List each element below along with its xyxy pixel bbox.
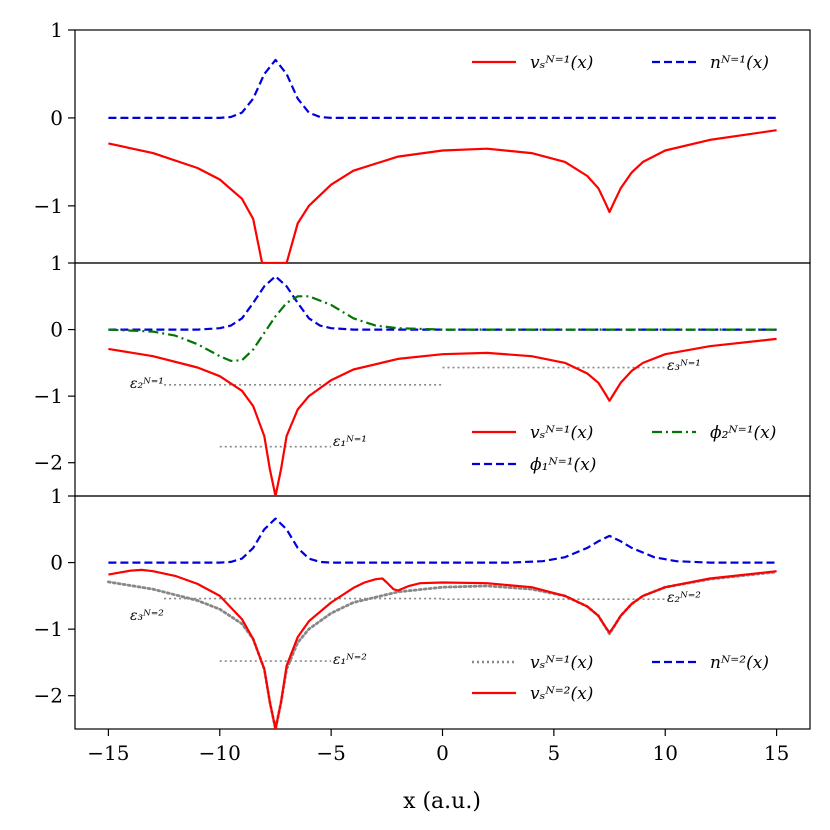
panel-middle-frame bbox=[74, 262, 811, 497]
legend-label-phi1: ϕ₁ᴺ⁼¹(x) bbox=[530, 455, 596, 475]
y-tick-label-top: −1 bbox=[34, 194, 63, 218]
legend-label-n2: nᴺ⁼²(x) bbox=[710, 653, 769, 673]
energy-level-label: ε₃ᴺ⁼¹ bbox=[667, 358, 701, 374]
energy-level-label: ε₂ᴺ⁼¹ bbox=[130, 376, 164, 392]
energy-level-label: ε₃ᴺ⁼² bbox=[130, 608, 164, 624]
y-tick-label-bottom: 0 bbox=[50, 551, 63, 575]
series-middle-phi-2-n-1-x- bbox=[108, 295, 777, 362]
y-tick-label-top: 0 bbox=[50, 106, 63, 130]
y-tick-label-middle: −2 bbox=[34, 451, 63, 475]
y-tick-label-middle: −1 bbox=[34, 384, 63, 408]
series-middle-v-s-n-1-x- bbox=[108, 337, 777, 496]
y-tick-label-top: 1 bbox=[50, 18, 63, 42]
y-tick-label-middle: 1 bbox=[50, 251, 63, 275]
y-tick-label-middle: 0 bbox=[50, 318, 63, 342]
legend-bottom: vₛᴺ⁼¹(x) nᴺ⁼²(x) vₛᴺ⁼²(x) bbox=[472, 653, 769, 704]
x-tick-label: −15 bbox=[87, 741, 129, 765]
series-bottom-v-s-n-2-x- bbox=[108, 568, 777, 729]
energy-level-label: ε₂ᴺ⁼² bbox=[667, 590, 701, 606]
series-top-n-n-1-x- bbox=[108, 58, 777, 120]
panel-bottom-frame bbox=[74, 495, 811, 730]
y-tick-label-bottom: 1 bbox=[50, 484, 63, 508]
legend-label-vs1-bot: vₛᴺ⁼¹(x) bbox=[530, 653, 593, 673]
legend-label-phi2: ϕ₂ᴺ⁼¹(x) bbox=[710, 423, 776, 443]
x-tick-label: 0 bbox=[436, 741, 449, 765]
y-tick-label-bottom: −1 bbox=[34, 617, 63, 641]
x-tick-label: 10 bbox=[653, 741, 678, 765]
series-top-v-s-n-1-x- bbox=[108, 129, 777, 263]
legend-top: vₛᴺ⁼¹(x) nᴺ⁼¹(x) bbox=[472, 53, 769, 73]
legend-label-vs1-mid: vₛᴺ⁼¹(x) bbox=[530, 423, 593, 443]
energy-level-label: ε₁ᴺ⁼¹ bbox=[333, 434, 367, 450]
x-axis-label: x (a.u.) bbox=[403, 789, 481, 814]
y-tick-label-bottom: −2 bbox=[34, 684, 63, 708]
legend-label-n1: nᴺ⁼¹(x) bbox=[710, 53, 769, 73]
x-tick-label: 15 bbox=[764, 741, 789, 765]
x-tick-label: −10 bbox=[199, 741, 241, 765]
x-tick-label: −5 bbox=[316, 741, 345, 765]
series-middle-phi-1-n-1-x- bbox=[108, 275, 777, 331]
legend-middle: vₛᴺ⁼¹(x) ϕ₂ᴺ⁼¹(x) ϕ₁ᴺ⁼¹(x) bbox=[472, 423, 776, 475]
legend-label-vs2: vₛᴺ⁼²(x) bbox=[530, 684, 593, 704]
energy-level-label: ε₁ᴺ⁼² bbox=[333, 652, 367, 668]
legend-label-vs1: vₛᴺ⁼¹(x) bbox=[530, 53, 593, 73]
panel-top-frame bbox=[74, 29, 811, 264]
series-bottom-n-n-2-x- bbox=[108, 517, 777, 564]
x-tick-label: 5 bbox=[547, 741, 560, 765]
